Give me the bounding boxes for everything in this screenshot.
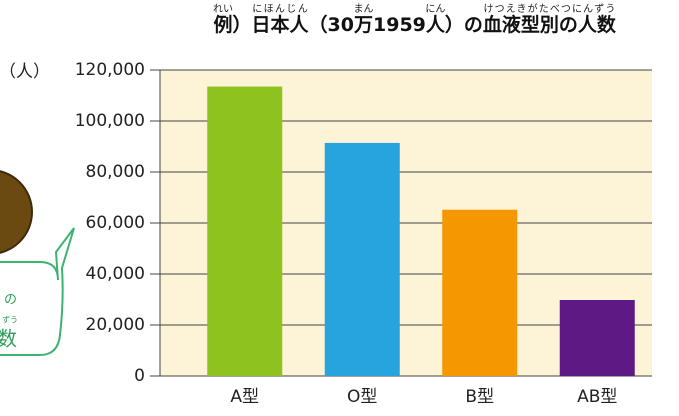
furigana: れい — [213, 4, 233, 15]
bar — [325, 143, 400, 376]
title-text: 例 — [213, 14, 233, 36]
page: {"chart_data": {"type": "bar", "title_se… — [0, 0, 679, 416]
bar — [560, 300, 635, 376]
x-tick-label: A型 — [230, 387, 259, 407]
y-tick-label: 80,000 — [86, 162, 145, 182]
bubble-text: ずう — [2, 315, 18, 325]
title-ruby: 日本人にほんじん — [252, 14, 309, 36]
y-tick-label: 20,000 — [86, 315, 145, 335]
chart-title: 例れい）日本人にほんじん（30万まん1959人にん）の血液型別の人数けつえきがた… — [150, 4, 679, 37]
title-text: （30 — [309, 14, 354, 36]
furigana: まん — [354, 4, 374, 15]
title-ruby: 人にん — [426, 14, 445, 36]
bar — [207, 87, 282, 376]
bar — [442, 210, 517, 376]
y-tick-label: 0 — [134, 366, 145, 386]
character-head — [0, 170, 32, 254]
title-ruby: 万まん — [354, 14, 373, 36]
y-tick-label: 40,000 — [86, 264, 145, 284]
title-text: ）の — [445, 14, 483, 36]
furigana: けつえきがたべつにんずう — [483, 4, 616, 15]
title-text: 日本人 — [252, 14, 309, 36]
title-text: 万 — [354, 14, 374, 36]
title-ruby: 血液型別の人数けつえきがたべつにんずう — [483, 14, 616, 36]
title-text: 1959 — [373, 14, 426, 36]
bubble-text: 数 — [0, 327, 17, 351]
bubble-text: の — [4, 293, 17, 308]
furigana: にん — [425, 4, 445, 15]
x-tick-label: AB型 — [577, 387, 617, 407]
y-axis-label: （人） — [0, 62, 50, 82]
furigana: にほんじん — [252, 4, 309, 15]
chart: （人） の ずう 数 0 20,000 40,000 60,000 80,000 100,… — [0, 0, 679, 416]
y-tick-label: 60,000 — [86, 213, 145, 233]
y-tick-label: 100,000 — [75, 111, 145, 131]
x-tick-label: B型 — [465, 387, 494, 407]
title-text: 血液型別の人数 — [483, 14, 616, 36]
title-text: ） — [233, 14, 252, 36]
title-text: 人 — [425, 14, 445, 36]
x-tick-label: O型 — [347, 387, 377, 407]
title-ruby: 例れい — [213, 14, 233, 36]
y-tick-label: 120,000 — [75, 60, 145, 80]
